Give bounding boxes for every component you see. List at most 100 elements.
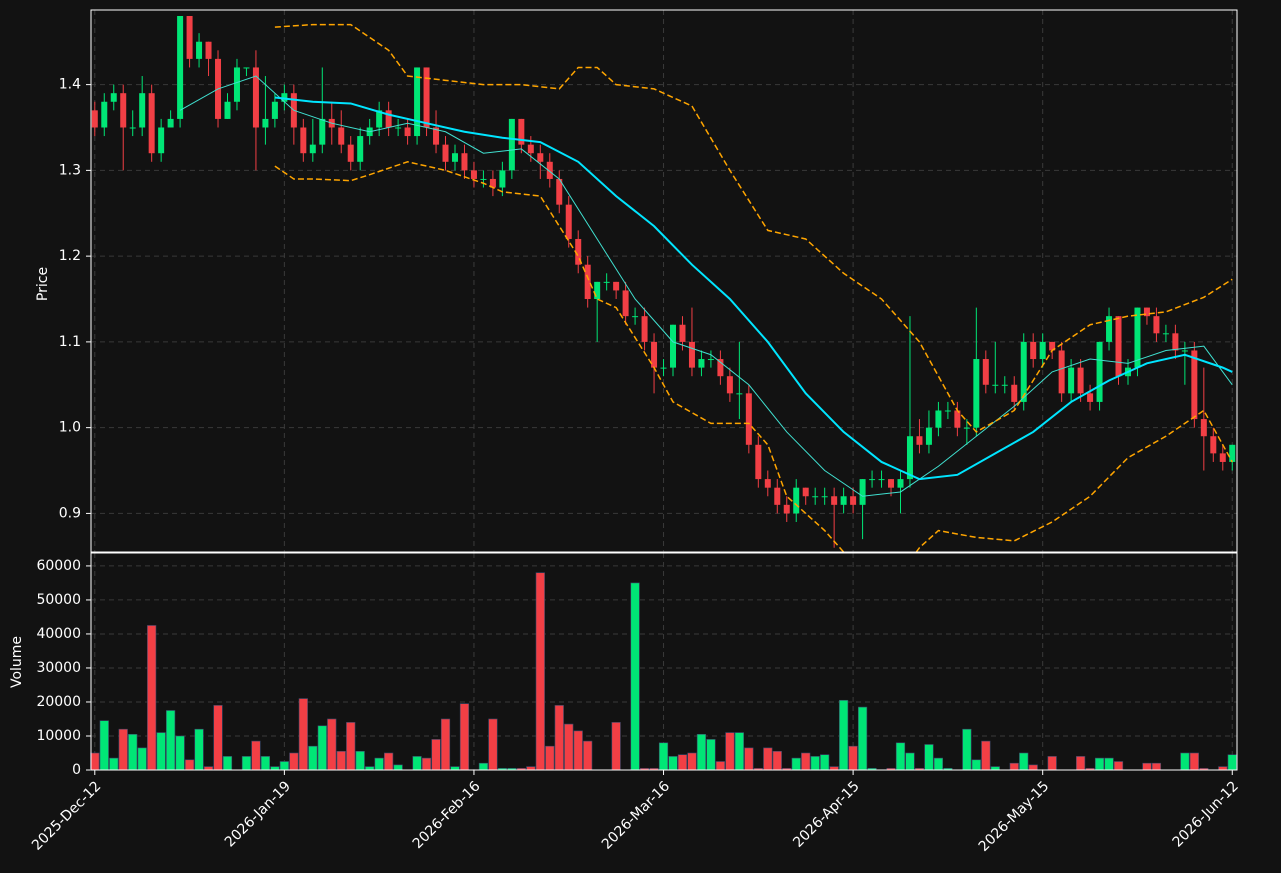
volume-bar <box>668 756 678 771</box>
volume-frame <box>90 552 1238 771</box>
y-tick-label: 1.0 <box>59 420 81 436</box>
candle-body <box>707 359 714 361</box>
volume-bar <box>545 745 555 771</box>
volume-bar <box>137 747 147 771</box>
candle-body <box>935 410 942 428</box>
volume-bar <box>1151 762 1162 771</box>
volume-bar <box>194 728 204 771</box>
volume-bar <box>573 730 583 771</box>
candle-body <box>575 238 582 265</box>
volume-bar <box>763 747 773 771</box>
y-tick-label: 1.1 <box>59 334 81 350</box>
volume-bar <box>128 733 138 771</box>
x-tick-label: 2026-Mar-16 <box>599 778 673 852</box>
candle-body <box>641 316 648 342</box>
volume-bar <box>260 756 271 771</box>
candle-body <box>262 118 269 128</box>
volume-bar <box>971 759 981 771</box>
candle-body <box>793 487 800 514</box>
candle-body <box>243 67 250 69</box>
candle-body <box>177 16 184 119</box>
volume-bar <box>1113 761 1124 771</box>
volume-bar <box>289 752 299 771</box>
volume-bar <box>1104 757 1114 771</box>
volume-bar <box>526 766 536 771</box>
candle-body <box>158 127 165 154</box>
y-tick-label: 10000 <box>36 728 81 744</box>
candle-body <box>1200 419 1207 437</box>
volume-bar <box>1009 762 1019 771</box>
volume-bar <box>279 761 289 771</box>
volume-bar <box>118 728 128 771</box>
candle-body <box>859 479 866 505</box>
candle-body <box>888 479 895 488</box>
candle-body <box>508 118 515 171</box>
volume-bar <box>1028 764 1038 771</box>
candle-body <box>717 359 724 377</box>
volume-bar <box>801 752 811 771</box>
candle-body <box>850 496 857 505</box>
volume-bar <box>583 740 593 771</box>
candle-body <box>480 178 487 180</box>
volume-bar <box>535 572 545 771</box>
candle-body <box>1020 341 1027 402</box>
candle-body <box>233 67 240 102</box>
candle-body <box>319 118 326 145</box>
candle-body <box>1049 341 1056 351</box>
candle-body <box>196 41 203 59</box>
volume-bar <box>962 728 972 771</box>
candle-body <box>594 281 601 300</box>
x-tick-label: 2025-Dec-12 <box>29 778 104 853</box>
candle-body <box>338 127 345 145</box>
price-frame <box>90 9 1238 553</box>
candle-body <box>745 393 752 445</box>
volume-bar <box>933 757 944 771</box>
candle-body <box>840 496 847 505</box>
volume-bar <box>564 723 574 771</box>
volume-bar <box>346 722 356 771</box>
volume-bar <box>99 720 109 771</box>
candle-body <box>281 93 288 102</box>
candle-body <box>812 496 819 498</box>
candle-body <box>584 264 591 300</box>
y-tick-label: 1.4 <box>59 77 81 93</box>
candle-body <box>878 479 885 481</box>
volume-bar <box>270 766 280 771</box>
candle-body <box>679 324 686 342</box>
candle-body <box>954 410 961 428</box>
candle-body <box>461 153 468 171</box>
y-tick-label: 20000 <box>36 694 81 710</box>
candle-body <box>632 316 639 318</box>
candle-body <box>1039 341 1046 360</box>
candle-body <box>470 170 477 179</box>
volume-bar <box>90 752 100 771</box>
x-tick-label: 2026-Apr-15 <box>790 778 863 851</box>
volume-bar <box>1227 754 1237 771</box>
candle-body <box>1011 384 1018 402</box>
volume-bar <box>203 766 214 771</box>
candle-body <box>1030 341 1037 360</box>
volume-bar <box>687 752 697 771</box>
volume-bar <box>820 754 830 771</box>
candle-body <box>357 136 364 162</box>
volume-bar <box>450 766 460 771</box>
candle-body <box>897 479 904 488</box>
volume-bar <box>706 739 716 771</box>
y-tick-label: 1.3 <box>59 162 81 178</box>
candle-body <box>423 67 430 128</box>
candle-body <box>489 178 496 188</box>
candle-body <box>755 444 762 480</box>
candle-body <box>1077 367 1084 394</box>
candle-body <box>982 359 989 385</box>
volume-bar <box>412 756 422 771</box>
candle-body <box>385 110 392 128</box>
volume-bar <box>298 698 308 771</box>
volume-axis-label: Volume <box>9 636 25 688</box>
volume-bar <box>431 739 441 771</box>
volume-bar <box>1019 752 1029 771</box>
candle-body <box>869 479 876 481</box>
candle-body <box>1181 350 1188 352</box>
y-tick-label: 40000 <box>36 626 81 642</box>
volume-bar <box>715 761 725 771</box>
